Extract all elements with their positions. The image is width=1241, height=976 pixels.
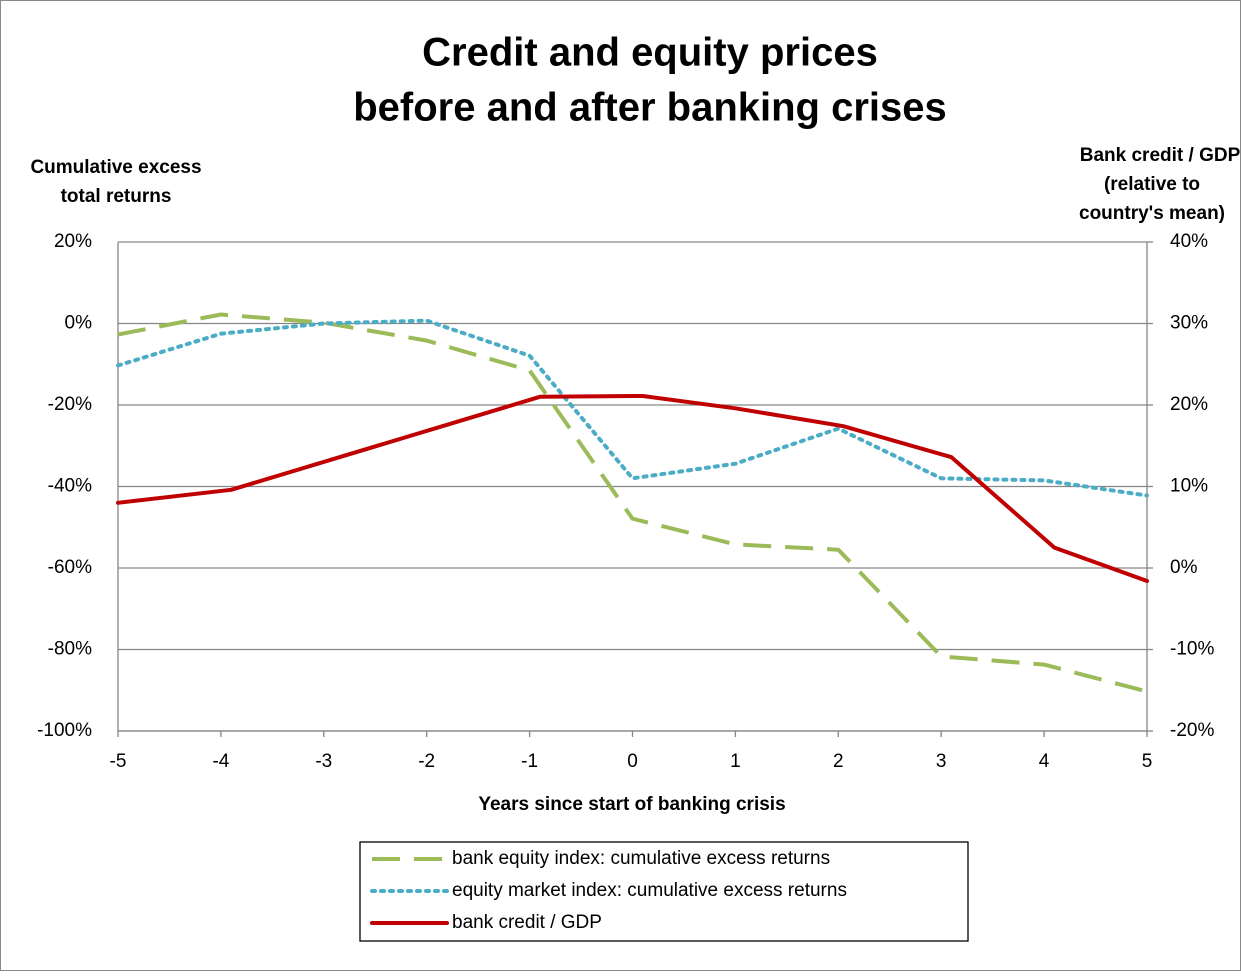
y2-axis-title: (relative to <box>1104 174 1200 195</box>
y-axis-title: total returns <box>61 186 172 207</box>
x-axis-title: Years since start of banking crisis <box>478 794 785 815</box>
x-tick-label: -1 <box>521 751 538 772</box>
x-tick-label: -3 <box>315 751 332 772</box>
x-tick-label: 4 <box>1039 751 1050 772</box>
chart-title: before and after banking crises <box>353 86 947 130</box>
legend-box <box>359 841 969 942</box>
x-tick-label: 0 <box>627 751 638 772</box>
y-tick-label: 0% <box>65 313 93 334</box>
y-tick-label: -60% <box>48 557 92 578</box>
chart-title: Credit and equity prices <box>422 31 878 75</box>
legend-label: bank credit / GDP <box>452 912 602 933</box>
series-line <box>117 312 1148 694</box>
y2-tick-label: 40% <box>1170 231 1208 252</box>
y2-axis-title: Bank credit / GDP <box>1080 145 1241 166</box>
y2-tick-label: 0% <box>1170 557 1198 578</box>
y-tick-label: -80% <box>48 639 92 660</box>
y-axis-title: Cumulative excess <box>30 157 201 178</box>
y2-tick-label: -20% <box>1170 720 1214 741</box>
x-tick-label: 3 <box>936 751 947 772</box>
legend-label: equity market index: cumulative excess r… <box>452 880 847 901</box>
y-tick-label: -40% <box>48 476 92 497</box>
y-tick-label: -20% <box>48 394 92 415</box>
y2-tick-label: 10% <box>1170 476 1208 497</box>
legend: bank equity index: cumulative excess ret… <box>359 841 969 942</box>
y2-tick-label: 20% <box>1170 394 1208 415</box>
y2-axis-title: country's mean) <box>1079 203 1225 224</box>
x-tick-label: 1 <box>730 751 741 772</box>
x-tick-label: -4 <box>212 751 229 772</box>
y2-tick-label: -10% <box>1170 639 1214 660</box>
y2-tick-label: 30% <box>1170 313 1208 334</box>
series-line <box>116 394 1149 583</box>
x-tick-label: 2 <box>833 751 844 772</box>
x-tick-label: -5 <box>110 751 127 772</box>
y-tick-label: 20% <box>54 231 92 252</box>
x-tick-label: 5 <box>1142 751 1153 772</box>
y-tick-label: -100% <box>37 720 92 741</box>
x-tick-label: -2 <box>418 751 435 772</box>
legend-label: bank equity index: cumulative excess ret… <box>452 848 830 869</box>
